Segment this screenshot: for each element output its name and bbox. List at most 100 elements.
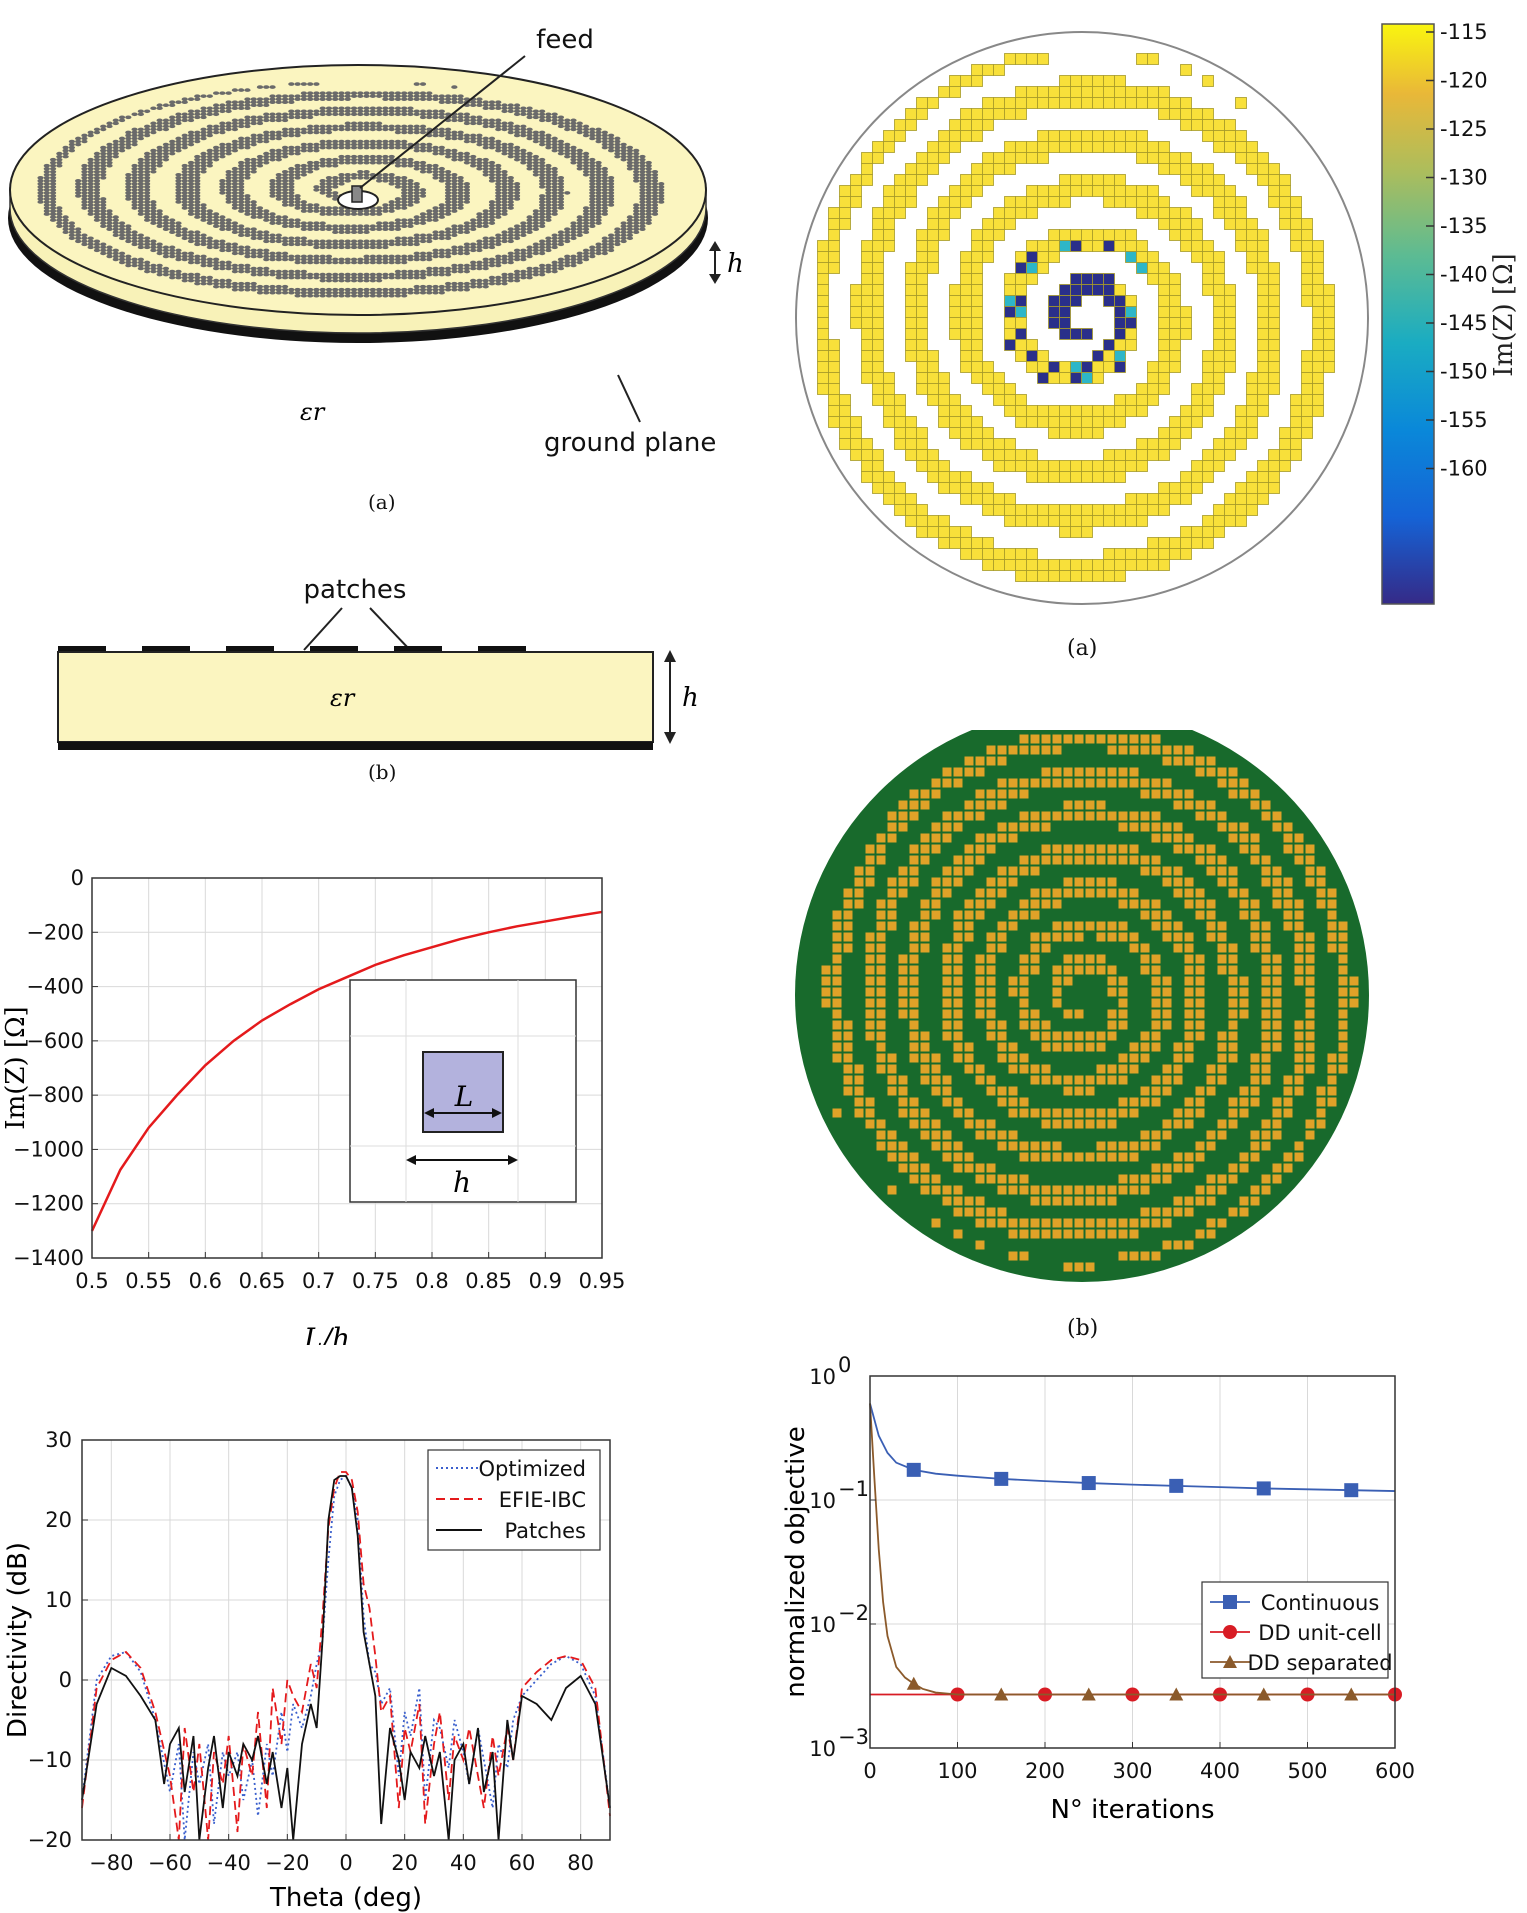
- patch-dot: [507, 257, 514, 262]
- layout-patch: [865, 954, 875, 964]
- patch-dot: [589, 172, 596, 177]
- patch-dot: [307, 127, 314, 132]
- patch-dot: [288, 97, 295, 101]
- patch-dot: [213, 281, 220, 286]
- layout-patch: [986, 954, 996, 964]
- patch-dot: [213, 109, 220, 114]
- patch-dot: [513, 233, 521, 238]
- impedance-cell: [1092, 174, 1104, 186]
- patch-dot: [426, 145, 433, 150]
- impedance-cell: [927, 515, 939, 527]
- layout-patch: [1184, 954, 1194, 964]
- impedance-cell: [1169, 218, 1181, 230]
- patch-dot: [219, 91, 226, 95]
- patch-dot: [187, 239, 195, 244]
- impedance-cell: [1136, 504, 1148, 516]
- patch-dot: [545, 145, 552, 150]
- patch-dot: [419, 130, 427, 135]
- patch-dot: [49, 191, 57, 195]
- impedance-cell: [960, 537, 972, 549]
- patch-dot: [338, 245, 345, 250]
- patch-dot: [275, 151, 282, 156]
- patch-dot: [539, 263, 546, 268]
- cross-section-caption: (b): [368, 760, 397, 784]
- layout-patch: [876, 910, 886, 920]
- patch-dot: [407, 290, 414, 295]
- layout-patch: [1129, 1097, 1139, 1107]
- impedance-cell: [949, 526, 961, 538]
- patch-dot: [225, 91, 232, 95]
- eps-symbol: εr: [330, 684, 356, 712]
- patch-dot: [582, 227, 590, 231]
- patch-dot: [275, 197, 282, 201]
- patch-dot: [106, 251, 113, 256]
- impedance-cell: [1015, 350, 1027, 362]
- impedance-cell: [1004, 152, 1016, 164]
- layout-patch: [1118, 734, 1128, 744]
- patch-dot: [394, 254, 402, 259]
- patch-dot: [589, 254, 596, 259]
- layout-patch: [1162, 998, 1172, 1008]
- patch-dot: [332, 182, 339, 186]
- patch-dot: [332, 257, 339, 262]
- impedance-cell: [861, 438, 873, 450]
- layout-patch: [1195, 855, 1205, 865]
- patch-dot: [426, 290, 433, 295]
- impedance-cell: [1246, 493, 1258, 505]
- patch-dot: [626, 215, 634, 219]
- impedance-cell: [960, 471, 972, 483]
- impedance-cell: [1015, 262, 1027, 274]
- impedance-cell: [1202, 163, 1214, 175]
- impedance-cell: [1169, 537, 1181, 549]
- layout-patch: [942, 965, 952, 975]
- patch-dot: [213, 224, 220, 228]
- patch-dot: [238, 203, 245, 207]
- colorbar-tick-label: -135: [1440, 214, 1488, 238]
- patch-dot: [608, 179, 615, 183]
- patch-dot: [513, 148, 521, 153]
- patch-dot: [275, 172, 282, 177]
- impedance-cell: [861, 284, 873, 296]
- patch-dot: [495, 182, 502, 186]
- patch-dot: [194, 182, 201, 186]
- patch-dot: [49, 169, 57, 174]
- patch-dot: [338, 97, 345, 101]
- patch-dot: [407, 112, 414, 117]
- patch-dot: [219, 248, 226, 253]
- layout-patch: [1129, 1053, 1139, 1063]
- patch-dot: [338, 272, 345, 277]
- patch-dot: [200, 212, 207, 216]
- patch-dot: [313, 160, 320, 165]
- patch-dot: [219, 218, 226, 222]
- patch-dot: [545, 139, 552, 144]
- patch-dot: [300, 109, 307, 114]
- impedance-cell: [1158, 306, 1170, 318]
- patch-dot: [93, 215, 101, 219]
- impedance-cell: [1213, 317, 1225, 329]
- layout-patch: [1228, 976, 1238, 986]
- impedance-cell: [1202, 185, 1214, 197]
- patch-dot: [325, 224, 333, 228]
- patch-dot: [532, 212, 539, 216]
- patch-dot: [463, 160, 470, 165]
- impedance-cell: [938, 207, 950, 219]
- patch-dot: [488, 163, 496, 168]
- patch-dot: [488, 281, 496, 286]
- layout-patch: [1305, 976, 1315, 986]
- impedance-cell: [1312, 240, 1324, 252]
- patch-dot: [231, 230, 239, 235]
- impedance-cell: [850, 317, 862, 329]
- patch-dot: [451, 227, 458, 231]
- patch-dot: [369, 106, 376, 111]
- patch-dot: [457, 224, 464, 228]
- impedance-cell: [1312, 394, 1324, 406]
- layout-patch: [1305, 932, 1315, 942]
- patch-dot: [332, 145, 339, 150]
- patch-dot: [564, 154, 571, 159]
- patch-dot: [357, 157, 364, 162]
- patch-dot: [156, 272, 163, 277]
- patch-dot: [144, 172, 151, 177]
- patch-dot: [100, 203, 107, 207]
- layout-patch: [909, 987, 919, 997]
- layout-patch: [1283, 1075, 1293, 1085]
